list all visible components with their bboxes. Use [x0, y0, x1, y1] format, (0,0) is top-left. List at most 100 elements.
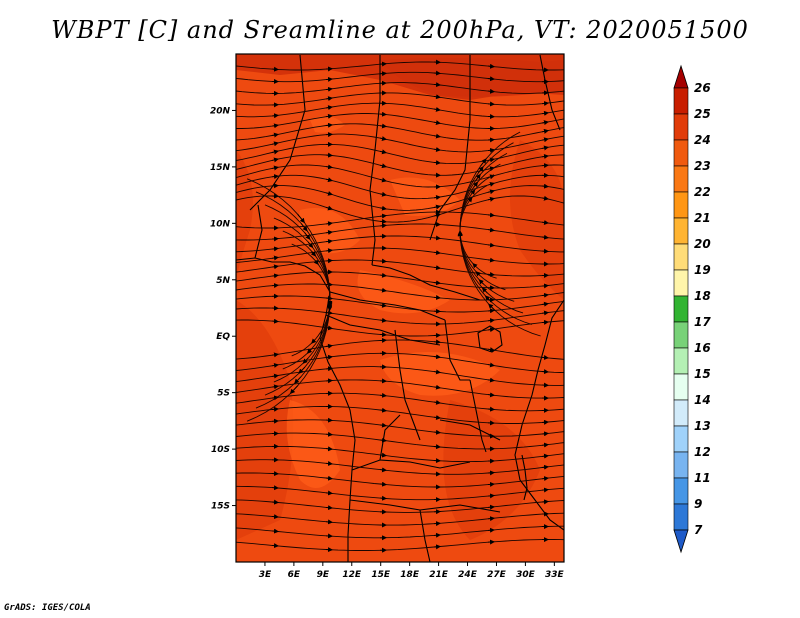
- streamline-arrow: [379, 111, 387, 117]
- streamline-arrow: [487, 406, 495, 412]
- colorbar-band: [673, 217, 689, 245]
- streamline-arrow: [487, 212, 495, 218]
- streamline-arrow: [541, 310, 549, 316]
- streamline-arrow: [487, 63, 495, 69]
- colorbar-label: 9: [694, 497, 702, 511]
- streamline-arrow: [379, 191, 387, 197]
- colorbar-band: [673, 295, 689, 323]
- streamline: [236, 419, 564, 437]
- streamline-arrow: [487, 347, 495, 353]
- streamline-arrow: [487, 147, 495, 153]
- streamline: [236, 102, 564, 118]
- colorbar-label: 23: [694, 159, 711, 173]
- streamline-arrow: [304, 232, 311, 240]
- streamline-arrow: [379, 437, 387, 443]
- colorbar-label: 11: [694, 471, 711, 485]
- streamline-arrow: [271, 528, 279, 534]
- streamline-arrow: [433, 544, 441, 550]
- streamline-arrow: [379, 287, 387, 293]
- shading-region: [236, 300, 294, 540]
- streamline-arrow: [541, 163, 549, 169]
- colorbar-band: [673, 503, 689, 531]
- streamline-arrow: [433, 133, 441, 139]
- streamline: [236, 406, 564, 424]
- streamline-arrow: [297, 214, 305, 224]
- streamline-arrow: [379, 213, 387, 219]
- streamline-arrow: [325, 490, 333, 496]
- streamline-arrow: [379, 218, 387, 224]
- streamline-arrow: [325, 431, 333, 437]
- streamline-arrow: [325, 122, 333, 128]
- lon-tick-label: 3E: [259, 570, 272, 580]
- streamline-arrow: [325, 461, 333, 466]
- streamline-arrow: [433, 160, 441, 166]
- colorbar-label: 26: [694, 81, 711, 95]
- lon-tick-label: 6E: [288, 570, 301, 580]
- streamline-arrow: [325, 191, 333, 196]
- streamline-arrow: [541, 234, 549, 240]
- streamline-arrow: [487, 527, 495, 533]
- lat-tick-label: 10N: [210, 219, 231, 229]
- streamline-arrow: [379, 258, 387, 264]
- streamline-arrow: [541, 499, 549, 505]
- streamline-arrow: [541, 319, 549, 325]
- streamline-arrow: [325, 105, 333, 111]
- streamline: [236, 247, 564, 265]
- lat-tick-label: EQ: [216, 332, 230, 342]
- streamline: [236, 223, 564, 241]
- grads-credit: GrADS: IGES/COLA: [4, 603, 91, 613]
- streamline-arrow: [271, 157, 279, 163]
- streamline-arrow: [379, 407, 387, 413]
- streamline-arrow: [487, 227, 495, 233]
- streamline-arrow: [325, 164, 333, 170]
- streamline-arrow: [484, 295, 492, 303]
- streamline-arrow: [478, 279, 484, 285]
- streamline: [236, 164, 564, 188]
- shading-region: [510, 140, 564, 300]
- colorbar-label: 20: [694, 237, 711, 251]
- streamline-arrow: [541, 145, 549, 151]
- streamline-arrow: [325, 76, 333, 82]
- streamline-arrow: [307, 241, 314, 249]
- coastlines-and-borders: [236, 54, 564, 562]
- streamline: [236, 432, 564, 450]
- colorbar-band: [673, 321, 689, 349]
- colorbar-label: 25: [694, 107, 711, 121]
- streamline: [236, 525, 564, 539]
- streamline-arrow: [487, 242, 495, 248]
- streamline-arrow: [379, 272, 387, 278]
- colorbar-label: 19: [694, 263, 711, 277]
- streamline-arrow: [541, 110, 549, 116]
- streamline-arrow: [470, 189, 476, 195]
- streamline-arrow: [475, 271, 481, 277]
- streamline-arrow: [379, 123, 387, 129]
- map-panel: [236, 54, 564, 562]
- streamline-arrow: [433, 147, 441, 152]
- streamline-arrow: [325, 205, 333, 211]
- streamline-arrow: [541, 487, 549, 493]
- shading-region: [286, 400, 340, 488]
- streamline-arrow: [271, 246, 279, 252]
- colorbar-band: [673, 165, 689, 193]
- streamline: [236, 339, 564, 360]
- streamline: [236, 459, 564, 475]
- streamline-arrow: [541, 419, 549, 425]
- streamline-arrow: [457, 231, 463, 242]
- streamline-arrow: [271, 352, 279, 358]
- colorbar-band: [673, 399, 689, 427]
- streamline: [236, 92, 564, 106]
- streamline-arrow: [325, 86, 333, 92]
- streamline-arrow: [541, 128, 549, 134]
- streamline-arrow: [325, 446, 333, 452]
- streamline-arrow: [379, 317, 387, 323]
- streamline-arrow: [310, 250, 317, 257]
- streamline-arrow: [433, 94, 441, 100]
- streamline-arrow: [433, 280, 441, 286]
- streamline-arrow: [325, 152, 333, 158]
- streamline-arrow: [271, 499, 279, 505]
- streamline: [236, 259, 564, 277]
- streamline-arrow: [541, 137, 549, 143]
- streamline-arrow: [541, 219, 549, 225]
- streamline: [236, 485, 564, 501]
- colorbar-band: [673, 113, 689, 141]
